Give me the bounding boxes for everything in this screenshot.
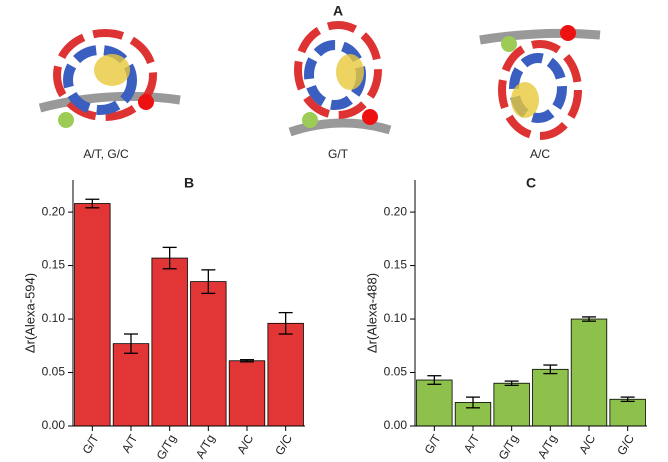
bar: [267, 322, 304, 427]
structure-label: A/C: [530, 147, 550, 161]
error-bar: [124, 333, 138, 354]
bar: [416, 379, 453, 427]
y-axis-label: Δr(Alexa-488): [364, 273, 379, 353]
x-tick-label: A/T: [461, 432, 483, 456]
y-tick-label: 0.00: [42, 418, 66, 432]
bar: [570, 318, 608, 427]
bar: [609, 398, 646, 427]
error-bar: [85, 198, 100, 209]
y-tick-label: 0.10: [42, 311, 66, 325]
error-bar: [620, 396, 635, 403]
y-axis-label: Δr(Alexa-594): [22, 273, 37, 353]
error-bar: [466, 396, 480, 409]
chart-title: B: [184, 175, 194, 191]
x-tick-label: G/T: [80, 432, 102, 457]
x-tick-label: A/Tg: [535, 432, 560, 461]
error-bar: [162, 246, 177, 270]
y-tick-label: 0.15: [384, 258, 408, 272]
bar: [112, 343, 150, 427]
y-tick-label: 0.20: [384, 204, 408, 218]
structure-image: [38, 29, 181, 128]
y-tick-label: 0.20: [42, 204, 66, 218]
bar: [151, 257, 188, 427]
structure-image: [288, 21, 392, 137]
structure-label: A/T, G/C: [83, 147, 129, 161]
x-tick-label: G/Tg: [496, 432, 521, 462]
y-tick-label: 0.05: [384, 365, 408, 379]
x-tick-label: G/C: [614, 432, 637, 458]
x-tick-label: A/C: [234, 432, 256, 457]
error-bar: [582, 316, 596, 322]
error-bar: [201, 269, 216, 295]
error-bar: [427, 375, 442, 385]
x-tick-label: A/C: [576, 432, 598, 457]
bar: [493, 382, 530, 427]
panel-label: A: [333, 3, 343, 19]
y-tick-label: 0.10: [384, 311, 408, 325]
structure-image: [479, 25, 601, 140]
y-tick-label: 0.15: [42, 258, 66, 272]
error-bar: [278, 311, 293, 335]
bar: [228, 360, 266, 427]
bar: [74, 203, 111, 427]
x-tick-label: G/C: [272, 432, 295, 458]
x-tick-label: G/Tg: [154, 432, 179, 462]
bar: [532, 368, 569, 427]
bar: [190, 281, 227, 427]
x-tick-label: A/T: [119, 432, 141, 456]
chart-title: C: [526, 175, 536, 191]
x-tick-label: G/T: [422, 432, 444, 457]
error-bar: [240, 359, 254, 363]
y-tick-label: 0.00: [384, 418, 408, 432]
x-tick-label: A/Tg: [193, 432, 218, 461]
error-bar: [504, 380, 519, 387]
y-tick-label: 0.05: [42, 365, 66, 379]
error-bar: [543, 364, 558, 375]
structure-label: G/T: [328, 147, 349, 161]
